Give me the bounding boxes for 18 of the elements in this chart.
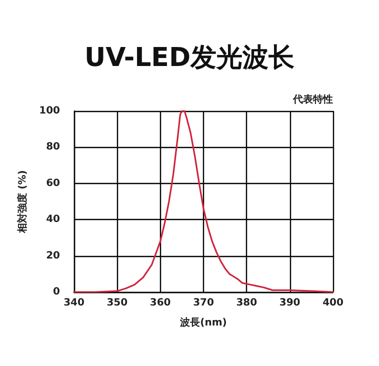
x-tick-label: 350	[106, 298, 128, 308]
y-tick-label: 100	[39, 106, 60, 116]
y-axis-title: 相対強度 (%)	[16, 170, 29, 234]
x-tick-label: 380	[236, 298, 258, 308]
text: 代表特性	[292, 94, 333, 106]
chart-title: UV-LED发光波长	[84, 43, 295, 73]
y-tick-label: 0	[53, 286, 60, 298]
y-tick-label: 20	[46, 250, 60, 262]
x-axis-title: 波長(nm)	[179, 316, 227, 328]
y-tick-label: 40	[46, 214, 60, 226]
x-tick-label: 370	[193, 298, 214, 308]
y-tick-label: 80	[46, 142, 60, 153]
x-tick-label: 400	[322, 298, 344, 308]
x-tick-label: 390	[279, 298, 300, 308]
x-tick-label: 360	[150, 298, 171, 308]
x-tick-label: 340	[64, 298, 84, 308]
line-series	[73, 110, 334, 293]
y-tick-label: 60	[46, 178, 60, 189]
